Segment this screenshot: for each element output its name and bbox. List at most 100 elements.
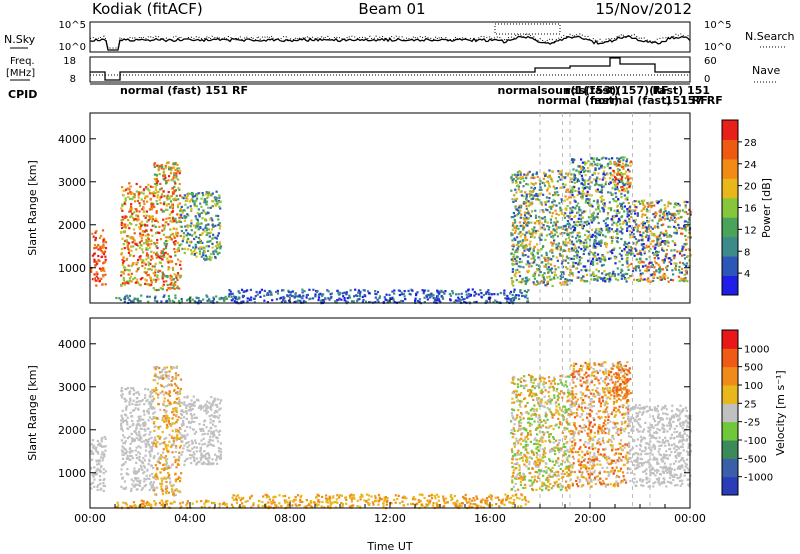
scatter-cell <box>548 197 551 200</box>
scatter-cell <box>551 251 554 254</box>
scatter-cell <box>135 436 138 440</box>
scatter-cell <box>164 164 167 168</box>
scatter-cell <box>169 424 172 427</box>
scatter-cell <box>199 456 202 459</box>
scatter-cell <box>551 170 554 173</box>
scatter-cell <box>214 196 217 199</box>
scatter-cell <box>652 239 655 243</box>
scatter-cell <box>675 231 678 234</box>
scatter-cell <box>612 221 615 224</box>
scatter-cell <box>618 177 621 180</box>
scatter-cell <box>168 165 171 169</box>
scatter-cell <box>661 240 664 243</box>
scatter-cell <box>586 220 589 223</box>
scatter-cell <box>575 220 578 223</box>
scatter-cell <box>600 257 603 260</box>
scatter-cell <box>199 241 202 244</box>
scatter-cell <box>203 211 206 214</box>
scatter-cell <box>540 234 543 237</box>
scatter-cell <box>626 265 629 268</box>
scatter-cell <box>414 297 417 300</box>
scatter-cell <box>552 255 555 258</box>
scatter-cell <box>613 171 616 174</box>
scatter-cell <box>101 251 104 254</box>
scatter-cell <box>195 457 199 460</box>
scatter-cell <box>94 239 97 242</box>
scatter-cell <box>528 170 531 173</box>
scatter-cell <box>666 212 669 215</box>
scatter-cell <box>134 217 137 221</box>
scatter-cell <box>102 262 105 265</box>
scatter-cell <box>574 244 577 247</box>
scatter-cell <box>217 246 220 249</box>
scatter-cell <box>471 506 474 509</box>
scatter-cell <box>164 247 167 250</box>
scatter-cell <box>152 442 155 445</box>
scatter-cell <box>533 261 536 264</box>
scatter-cell <box>157 457 160 460</box>
scatter-cell <box>93 258 96 261</box>
scatter-cell <box>404 298 407 301</box>
scatter-cell <box>574 189 577 192</box>
scatter-cell <box>578 223 581 226</box>
scatter-cell <box>149 474 152 477</box>
scatter-cell <box>164 490 167 494</box>
scatter-cell <box>136 470 139 473</box>
scatter-cell <box>364 300 368 303</box>
scatter-cell <box>138 468 141 471</box>
scatter-cell <box>557 194 560 197</box>
scatter-cell <box>597 207 600 210</box>
scatter-cell <box>176 213 179 216</box>
scatter-cell <box>653 257 656 260</box>
scatter-cell <box>398 301 401 304</box>
scatter-cell <box>319 292 322 295</box>
scatter-cell <box>93 252 96 255</box>
scatter-cell <box>620 268 623 271</box>
scatter-cell <box>120 414 123 417</box>
scatter-cell <box>167 287 170 290</box>
scatter-cell <box>95 275 98 278</box>
scatter-cell <box>657 200 660 203</box>
scatter-cell <box>330 292 333 295</box>
scatter-cell <box>166 425 169 428</box>
scatter-cell <box>207 459 210 462</box>
scatter-cell <box>348 294 351 297</box>
scatter-cell <box>213 411 216 414</box>
scatter-cell <box>124 487 127 490</box>
scatter-cell <box>155 210 158 213</box>
scatter-cell <box>135 190 138 193</box>
scatter-cell <box>625 223 628 226</box>
scatter-cell <box>132 300 135 303</box>
scatter-cell <box>170 384 173 387</box>
scatter-cell <box>134 200 137 203</box>
scatter-cell <box>451 292 454 295</box>
scatter-cell <box>653 273 656 276</box>
scatter-cell <box>418 298 421 301</box>
scatter-cell <box>611 193 614 196</box>
scatter-cell <box>654 214 657 217</box>
scatter-cell <box>102 468 105 471</box>
scatter-cell <box>581 211 584 214</box>
scatter-cell <box>165 301 168 304</box>
scatter-cell <box>120 473 123 476</box>
scatter-cell <box>143 477 146 480</box>
scatter-cell <box>195 255 198 258</box>
scatter-cell <box>141 423 144 426</box>
scatter-cell <box>528 262 531 265</box>
scatter-cell <box>128 298 131 301</box>
scatter-cell <box>646 246 649 249</box>
scatter-cell <box>153 374 156 377</box>
scatter-cell <box>206 192 210 195</box>
cpid-segments: normal (fast) 151 RF normalsounds(fast)r(… <box>120 84 723 107</box>
scatter-cell <box>516 208 519 211</box>
scatter-cell <box>214 425 217 428</box>
scatter-cell <box>155 389 158 392</box>
scatter-cell <box>582 183 585 186</box>
scatter-cell <box>658 219 661 222</box>
scatter-cell <box>174 197 177 200</box>
scatter-cell <box>482 293 486 297</box>
scatter-cell <box>627 168 630 171</box>
scatter-cell <box>656 225 659 228</box>
scatter-cell <box>549 218 552 221</box>
scatter-cell <box>123 480 126 483</box>
